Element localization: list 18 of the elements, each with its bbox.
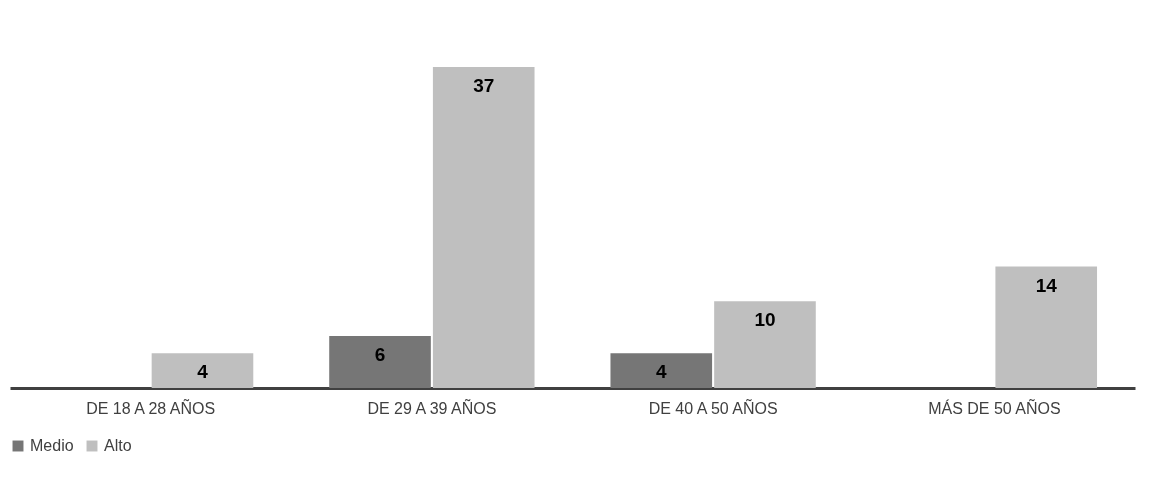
x-tick-label: DE 18 A 28 AÑOS xyxy=(86,397,216,417)
data-label: 14 xyxy=(1035,274,1058,296)
x-tick-label: DE 40 A 50 AÑOS xyxy=(648,397,778,417)
x-tick-label: MÁS DE 50 AÑOS xyxy=(928,397,1061,417)
bar xyxy=(714,301,816,388)
bar xyxy=(610,353,713,388)
data-label: 10 xyxy=(754,309,776,331)
legend-label: Alto xyxy=(104,437,132,454)
bar xyxy=(329,335,431,388)
data-label: 4 xyxy=(197,361,209,383)
data-label: 4 xyxy=(655,361,667,383)
bar xyxy=(151,353,254,388)
data-label: 37 xyxy=(473,75,495,96)
bar xyxy=(432,67,535,388)
data-label: 6 xyxy=(374,343,386,365)
legend-label: Medio xyxy=(30,437,74,454)
bar xyxy=(995,266,1098,388)
x-tick-label: DE 29 A 39 AÑOS xyxy=(367,397,497,417)
